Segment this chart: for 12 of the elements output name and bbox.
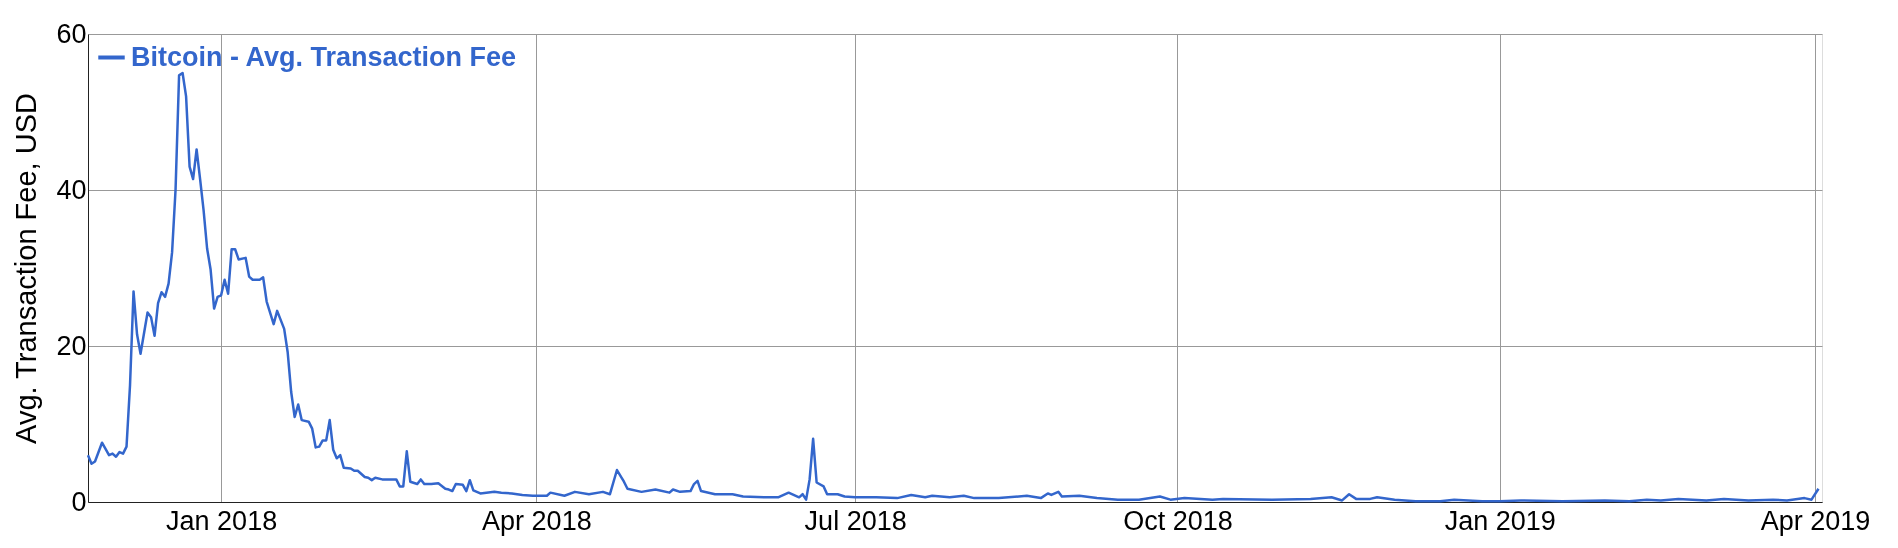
y-tick-label: 60	[56, 18, 87, 49]
x-tick-label: Apr 2019	[1760, 505, 1871, 536]
x-tick-label: Apr 2018	[482, 505, 592, 536]
x-tick-label: Oct 2018	[1123, 505, 1233, 536]
y-axis-title: Avg. Transaction Fee, USD	[10, 93, 43, 444]
y-tick-label: 0	[71, 486, 87, 517]
legend-label: Bitcoin - Avg. Transaction Fee	[131, 41, 517, 72]
y-tick-label: 40	[56, 174, 87, 205]
y-tick-label: 20	[56, 330, 87, 361]
x-tick-label: Jul 2018	[804, 505, 907, 536]
x-tick-label: Jan 2018	[166, 505, 278, 536]
x-tick-label: Jan 2019	[1444, 505, 1556, 536]
